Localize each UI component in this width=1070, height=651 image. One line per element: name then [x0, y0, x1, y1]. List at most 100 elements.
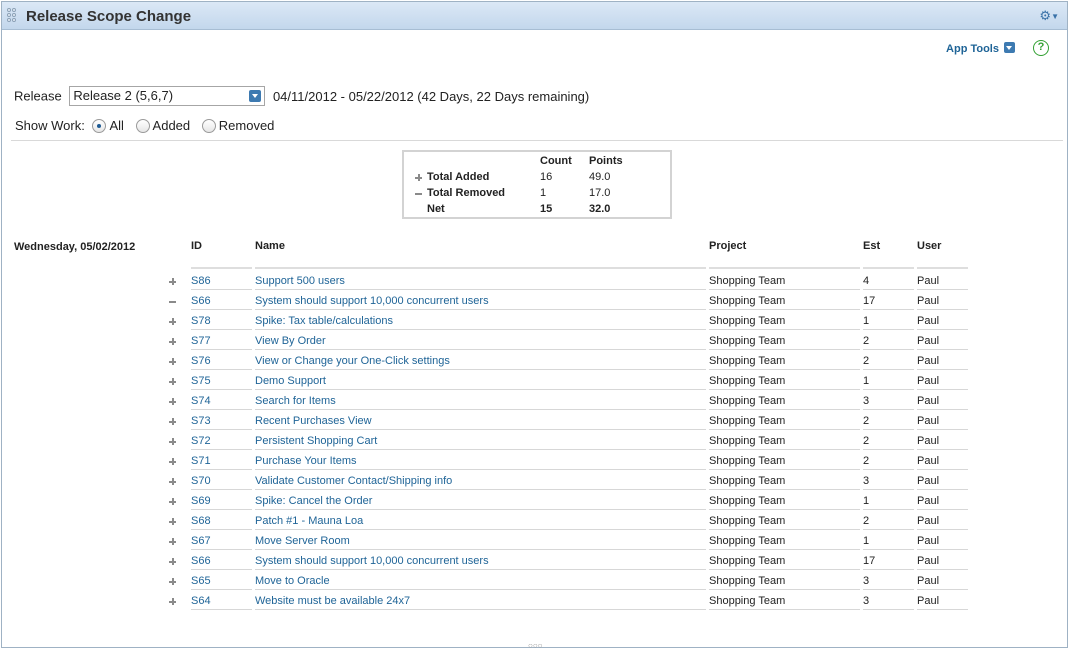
story-id-link[interactable]: S75	[191, 375, 211, 387]
row-divider	[863, 509, 914, 510]
story-id-link[interactable]: S78	[191, 315, 211, 327]
story-name-link[interactable]: Patch #1 - Mauna Loa	[255, 515, 364, 527]
row-divider	[863, 469, 914, 470]
radio-added[interactable]	[135, 118, 150, 133]
story-id-link[interactable]: S66	[191, 295, 211, 307]
summary-label-removed: Total Removed	[427, 187, 506, 199]
row-divider	[255, 509, 706, 510]
user-cell: Paul	[917, 395, 940, 407]
row-divider	[255, 449, 706, 450]
app-tools-button[interactable]: App Tools	[946, 42, 1015, 55]
row-divider	[709, 309, 860, 310]
story-name-link[interactable]: View or Change your One-Click settings	[255, 355, 450, 367]
row-divider	[863, 589, 914, 590]
plus-icon	[169, 378, 176, 385]
show-work-label: Show Work:	[15, 118, 85, 134]
estimate-cell: 17	[863, 295, 876, 307]
story-name-link[interactable]: Purchase Your Items	[255, 455, 357, 467]
table-row: S65 Move to Oracle Shopping Team 3 Paul	[2, 571, 1070, 591]
row-divider	[863, 389, 914, 390]
row-divider	[709, 609, 860, 610]
project-cell: Shopping Team	[709, 275, 786, 287]
story-name-link[interactable]: Validate Customer Contact/Shipping info	[255, 475, 453, 487]
story-name-link[interactable]: Website must be available 24x7	[255, 595, 411, 607]
story-name-link[interactable]: Support 500 users	[255, 275, 345, 287]
row-divider	[709, 569, 860, 570]
project-cell: Shopping Team	[709, 455, 786, 467]
release-select[interactable]: Release 2 (5,6,7)	[69, 86, 266, 106]
story-id-link[interactable]: S86	[191, 275, 211, 287]
story-id-link[interactable]: S74	[191, 395, 211, 407]
story-id-link[interactable]: S77	[191, 335, 211, 347]
table-row: S74 Search for Items Shopping Team 3 Paul	[2, 391, 1070, 411]
story-name-link[interactable]: Search for Items	[255, 395, 336, 407]
row-divider	[917, 449, 968, 450]
row-divider	[255, 289, 706, 290]
story-id-link[interactable]: S64	[191, 595, 211, 607]
user-cell: Paul	[917, 515, 940, 527]
story-name-link[interactable]: Move Server Room	[255, 535, 350, 547]
story-id-link[interactable]: S65	[191, 575, 211, 587]
story-id-link[interactable]: S70	[191, 475, 211, 487]
row-divider	[917, 289, 968, 290]
story-name-link[interactable]: Spike: Cancel the Order	[255, 495, 373, 507]
story-id-link[interactable]: S73	[191, 415, 211, 427]
story-id-link[interactable]: S68	[191, 515, 211, 527]
help-icon[interactable]: ?	[1033, 40, 1049, 56]
story-name-link[interactable]: Persistent Shopping Cart	[255, 435, 378, 447]
radio-removed[interactable]	[201, 118, 216, 133]
story-name-link[interactable]: System should support 10,000 concurrent …	[255, 555, 489, 567]
estimate-cell: 3	[863, 395, 870, 407]
estimate-cell: 4	[863, 275, 870, 287]
story-id-link[interactable]: S72	[191, 435, 211, 447]
resize-grip-icon[interactable]: ○○○	[528, 641, 543, 650]
story-name-link[interactable]: Recent Purchases View	[255, 415, 372, 427]
plus-icon	[169, 558, 176, 565]
row-divider	[255, 549, 706, 550]
table-row: S66 System should support 10,000 concurre…	[2, 551, 1070, 571]
row-divider	[255, 489, 706, 490]
user-cell: Paul	[917, 495, 940, 507]
gear-icon[interactable]: ⚙▼	[1039, 8, 1059, 23]
row-divider	[709, 429, 860, 430]
user-cell: Paul	[917, 315, 940, 327]
story-id-link[interactable]: S76	[191, 355, 211, 367]
row-divider	[863, 309, 914, 310]
user-cell: Paul	[917, 355, 940, 367]
user-cell: Paul	[917, 595, 940, 607]
project-cell: Shopping Team	[709, 395, 786, 407]
row-divider	[863, 449, 914, 450]
day-heading: Wednesday, 05/02/2012	[14, 241, 136, 253]
row-divider	[255, 349, 706, 350]
row-divider	[255, 309, 706, 310]
app-tools-label: App Tools	[946, 43, 999, 55]
row-divider	[255, 389, 706, 390]
plus-icon	[169, 398, 176, 405]
row-divider	[863, 489, 914, 490]
row-divider	[255, 369, 706, 370]
row-divider	[709, 329, 860, 330]
story-id-link[interactable]: S67	[191, 535, 211, 547]
story-name-link[interactable]: Demo Support	[255, 375, 326, 387]
row-divider	[191, 609, 252, 610]
column-header-id: ID	[191, 240, 202, 252]
plus-icon	[169, 498, 176, 505]
user-cell: Paul	[917, 455, 940, 467]
summary-label-added: Total Added	[427, 171, 490, 183]
project-cell: Shopping Team	[709, 575, 786, 587]
story-name-link[interactable]: Move to Oracle	[255, 575, 330, 587]
estimate-cell: 3	[863, 595, 870, 607]
story-id-link[interactable]: S69	[191, 495, 211, 507]
row-divider	[917, 529, 968, 530]
story-name-link[interactable]: View By Order	[255, 335, 326, 347]
table-row: S67 Move Server Room Shopping Team 1 Paul	[2, 531, 1070, 551]
story-id-link[interactable]: S66	[191, 555, 211, 567]
story-name-link[interactable]: System should support 10,000 concurrent …	[255, 295, 489, 307]
story-id-link[interactable]: S71	[191, 455, 211, 467]
plus-icon	[169, 598, 176, 605]
summary-count-net: 15	[540, 203, 553, 215]
radio-all[interactable]	[92, 118, 107, 133]
story-name-link[interactable]: Spike: Tax table/calculations	[255, 315, 393, 327]
drag-grip-icon[interactable]	[7, 8, 17, 24]
